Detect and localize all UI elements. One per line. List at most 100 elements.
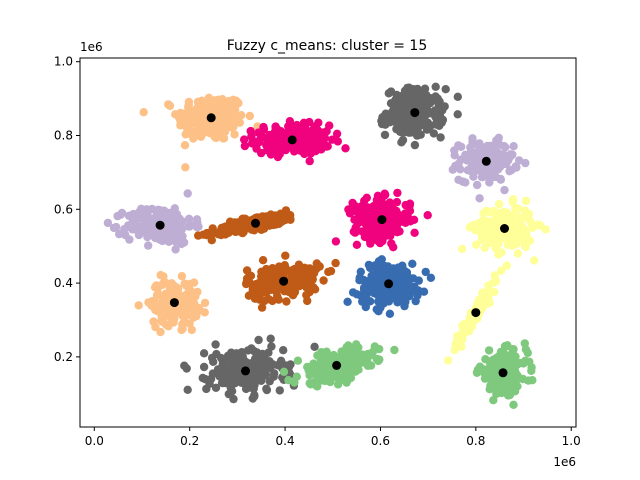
cluster-3-point — [431, 120, 440, 129]
cluster-1-point — [181, 130, 190, 139]
cluster-2-point — [311, 147, 320, 156]
cluster-13-point — [262, 385, 272, 395]
cluster-5-point — [184, 214, 194, 223]
cluster-7-point — [375, 223, 384, 233]
cluster-14-point — [323, 361, 333, 371]
cluster-13-point — [244, 383, 254, 392]
cluster-1-point — [245, 111, 254, 121]
cluster-1-point — [180, 141, 190, 150]
cluster-1-centroid — [206, 113, 216, 123]
cluster-7-point — [345, 209, 355, 218]
x-offset-label: 1e6 — [553, 455, 576, 469]
cluster-2-point — [240, 135, 249, 144]
cluster-9-point — [200, 308, 209, 317]
cluster-11-point — [375, 281, 385, 290]
cluster-9-point — [185, 309, 195, 318]
cluster-7-point — [383, 224, 392, 233]
cluster-1-point — [230, 103, 240, 112]
cluster-7-point — [392, 206, 401, 216]
cluster-13-point — [205, 377, 214, 386]
cluster-8-point — [528, 223, 537, 232]
cluster-13-point — [183, 385, 192, 394]
cluster-14-point — [352, 351, 362, 360]
x-tick-label: 0.4 — [276, 434, 295, 448]
cluster-15-point — [496, 347, 506, 357]
cluster-3-point — [441, 85, 450, 94]
cluster-2-point — [307, 129, 317, 138]
cluster-13-point — [224, 389, 233, 399]
x-tick-label: 0.2 — [180, 434, 199, 448]
cluster-1-point — [235, 118, 244, 127]
cluster-2-point — [257, 148, 266, 158]
cluster-8-point — [494, 239, 503, 249]
cluster-2-point — [247, 132, 256, 141]
cluster-4-point — [496, 174, 505, 184]
cluster-10-point — [262, 274, 272, 283]
cluster-9-point — [178, 324, 187, 333]
cluster-1-point — [200, 120, 210, 129]
cluster-5-point — [109, 223, 119, 233]
cluster-10-point — [268, 264, 277, 273]
cluster-5-point — [154, 228, 163, 237]
cluster-13-point — [266, 334, 275, 343]
cluster-4-point — [477, 173, 487, 182]
cluster-4-point — [457, 142, 466, 151]
cluster-15-point — [487, 356, 496, 366]
cluster-8-point — [508, 197, 517, 207]
cluster-5-point — [135, 207, 144, 217]
cluster-3-point — [426, 95, 436, 105]
cluster-14-point — [375, 355, 384, 364]
cluster-11-point — [359, 285, 369, 294]
cluster-5-point — [147, 204, 157, 214]
cluster-8-point — [520, 230, 529, 239]
cluster-10-point — [274, 295, 283, 304]
cluster-1-point — [230, 130, 239, 139]
cluster-7-point — [355, 203, 365, 213]
cluster-1-point — [194, 98, 203, 107]
cluster-8-point — [471, 240, 481, 249]
y-offset-label: 1e6 — [80, 40, 103, 54]
cluster-1-point — [215, 115, 224, 124]
cluster-10-point — [282, 297, 291, 306]
cluster-9-point — [178, 302, 188, 312]
cluster-9-point — [149, 317, 158, 326]
cluster-10-point — [315, 262, 324, 271]
cluster-5-point — [167, 226, 176, 236]
cluster-9-point — [188, 291, 197, 301]
cluster-4-point — [462, 156, 472, 165]
cluster-15-point — [503, 341, 512, 350]
cluster-4-point — [509, 142, 518, 151]
cluster-6-point — [270, 218, 279, 227]
cluster-2-point — [310, 122, 319, 131]
cluster-11-point — [381, 295, 390, 305]
cluster-2-point — [298, 130, 307, 139]
cluster-12-point — [475, 295, 484, 304]
cluster-7-point — [410, 228, 419, 237]
cluster-12-point — [450, 345, 459, 355]
cluster-5-point — [177, 217, 187, 226]
cluster-4-point — [468, 134, 477, 143]
cluster-13-point — [237, 358, 246, 368]
cluster-7-point — [380, 189, 389, 198]
cluster-11-point — [413, 291, 422, 300]
cluster-3-point — [381, 109, 390, 118]
cluster-11-point — [373, 290, 382, 299]
cluster-4-point — [461, 178, 470, 187]
cluster-11-point — [376, 272, 386, 281]
cluster-14-point — [335, 353, 344, 362]
cluster-15-point — [484, 346, 494, 355]
cluster-15-point — [509, 400, 518, 409]
cluster-13-point — [238, 352, 247, 361]
cluster-5-point — [175, 228, 184, 237]
cluster-2-point — [269, 143, 278, 153]
cluster-10-point — [268, 296, 277, 306]
x-tick-label: 0.6 — [371, 434, 390, 448]
cluster-11-point — [426, 273, 436, 282]
cluster-1-point — [183, 109, 192, 118]
cluster-2-point — [255, 137, 264, 147]
cluster-7-point — [385, 198, 394, 207]
cluster-11-point — [356, 267, 365, 276]
cluster-13-point — [224, 369, 233, 379]
cluster-1-point — [227, 117, 236, 126]
cluster-8-point — [510, 210, 519, 219]
